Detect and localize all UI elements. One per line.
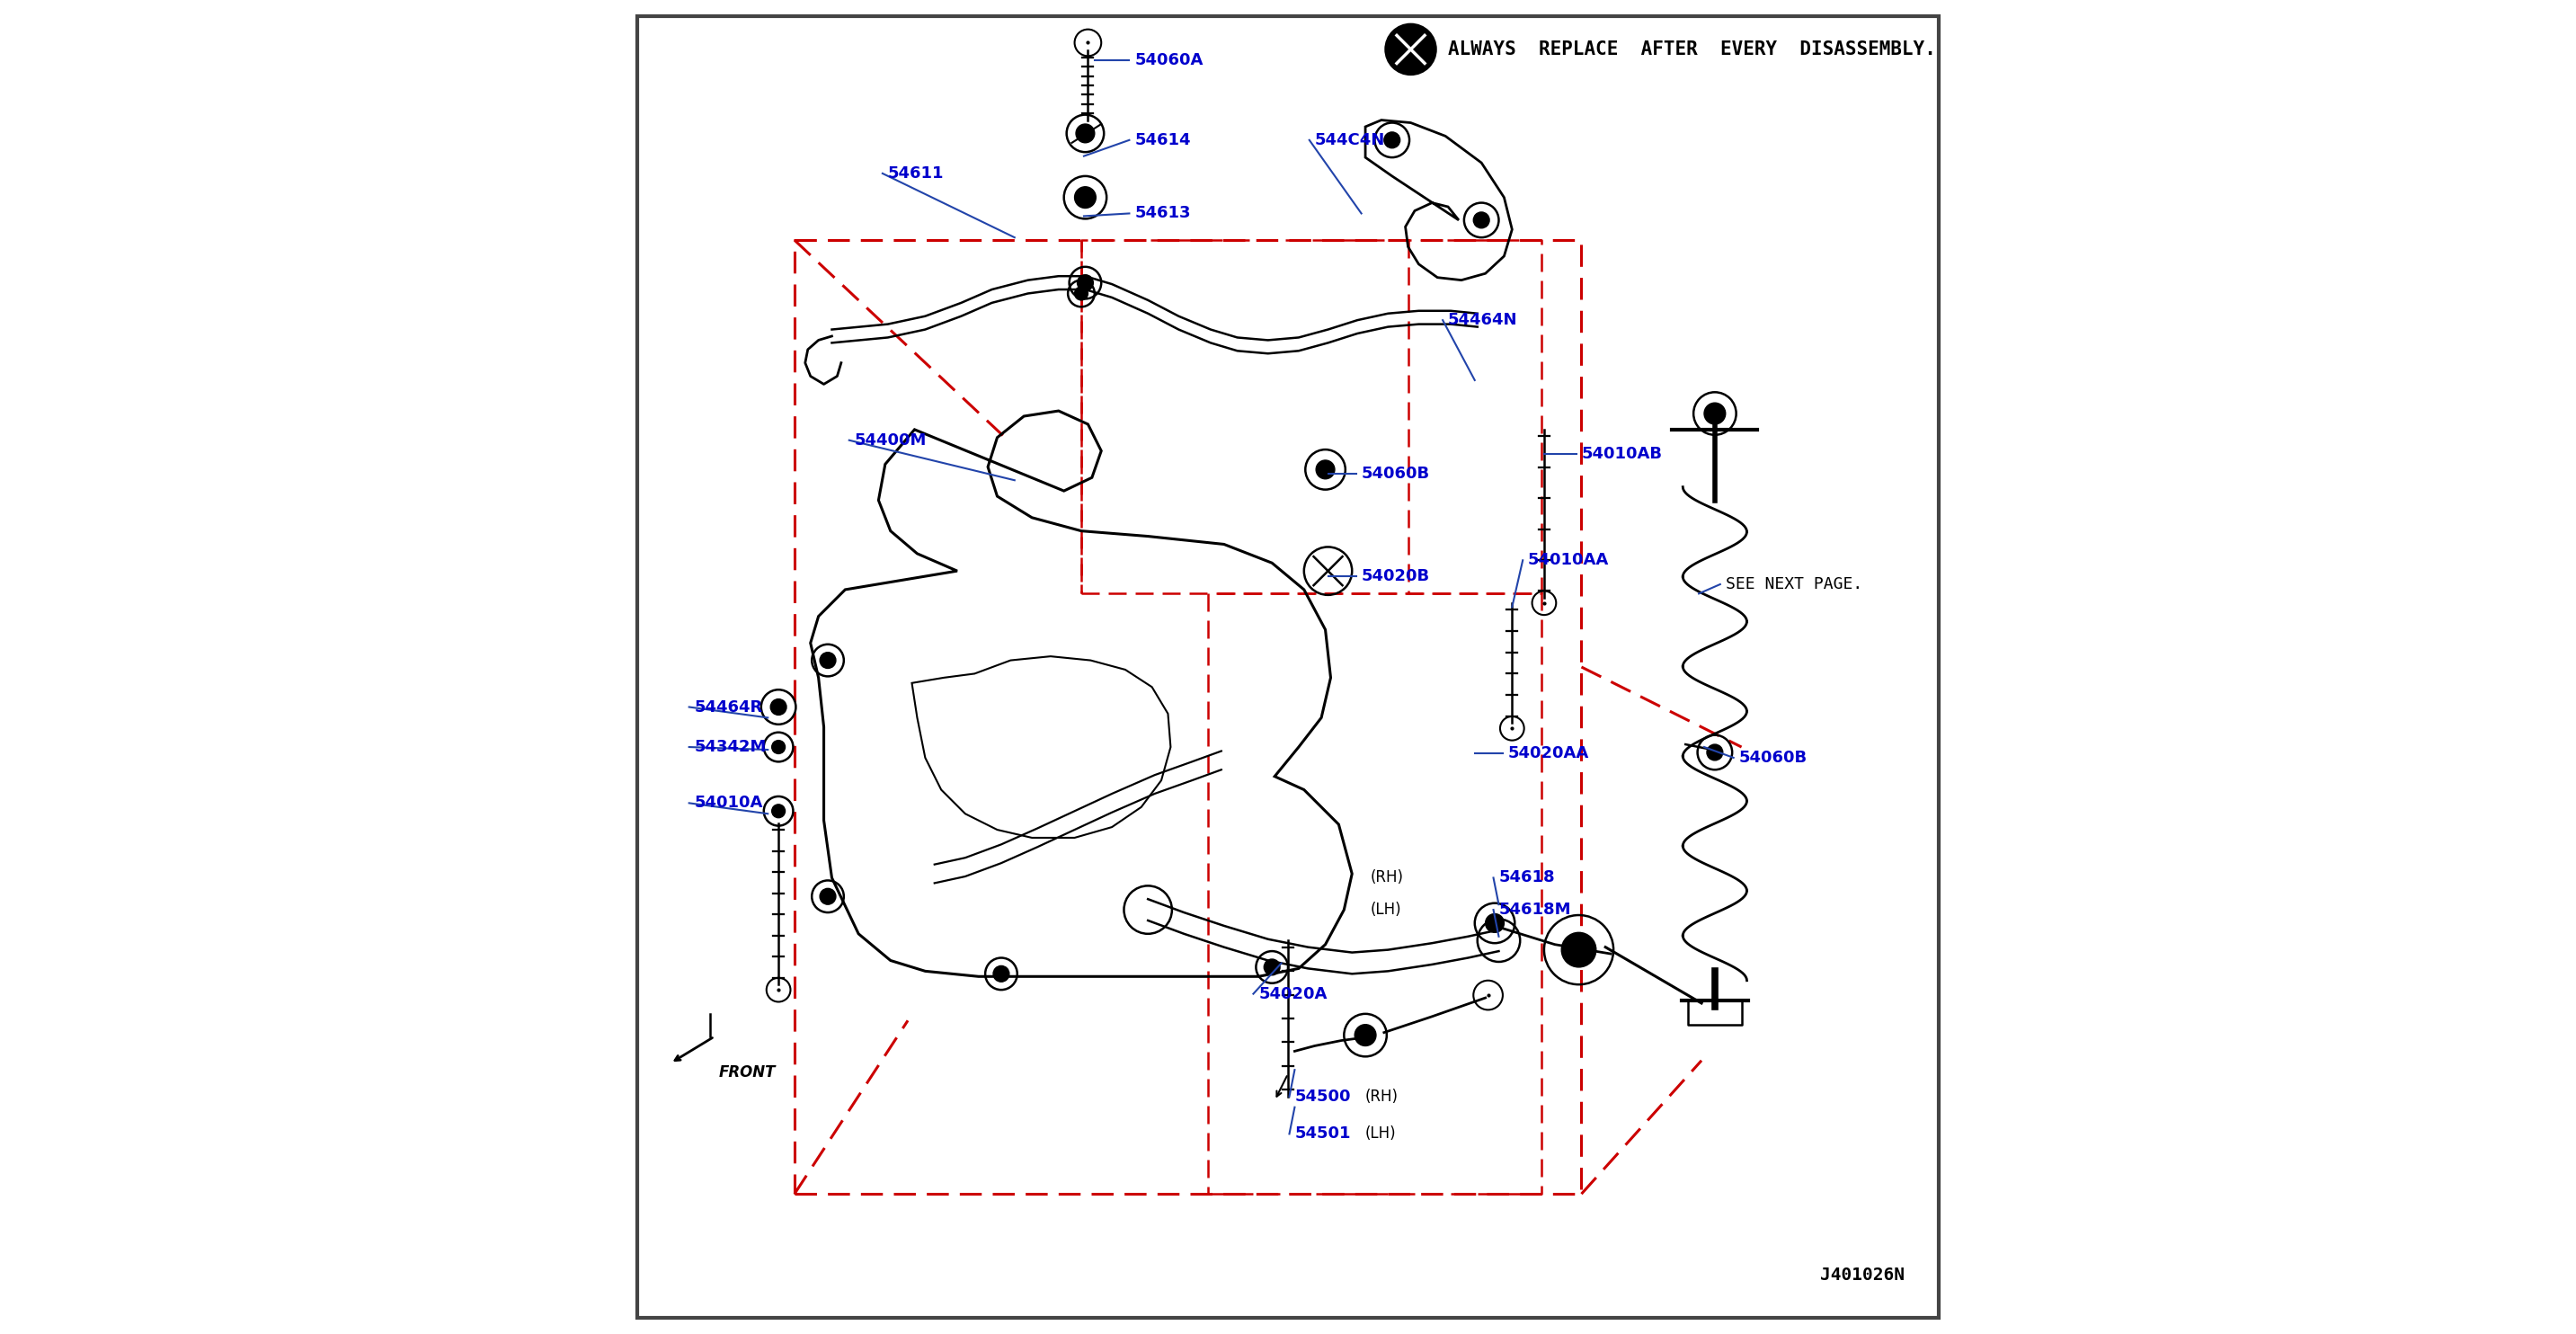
Text: 54020AA: 54020AA xyxy=(1507,746,1589,762)
Text: 54010AB: 54010AB xyxy=(1582,446,1662,462)
Text: 54500: 54500 xyxy=(1296,1089,1350,1105)
Text: 54618M: 54618M xyxy=(1499,902,1571,918)
Text: 54464R: 54464R xyxy=(696,699,762,715)
Text: 54464N: 54464N xyxy=(1448,312,1517,328)
Circle shape xyxy=(1355,1025,1376,1046)
Circle shape xyxy=(1561,932,1597,967)
Text: J401026N: J401026N xyxy=(1819,1266,1904,1283)
Text: 54020B: 54020B xyxy=(1360,568,1430,584)
Text: 54342M: 54342M xyxy=(696,739,768,755)
Text: (LH): (LH) xyxy=(1365,1126,1396,1142)
Circle shape xyxy=(1383,132,1399,148)
Text: 54060B: 54060B xyxy=(1739,750,1808,766)
Text: ALWAYS  REPLACE  AFTER  EVERY  DISASSEMBLY.: ALWAYS REPLACE AFTER EVERY DISASSEMBLY. xyxy=(1448,40,1937,59)
Text: 54613: 54613 xyxy=(1133,205,1190,221)
Text: 54618: 54618 xyxy=(1499,870,1556,886)
Circle shape xyxy=(1074,287,1087,300)
Circle shape xyxy=(1708,744,1723,760)
Circle shape xyxy=(1077,275,1092,291)
Circle shape xyxy=(1077,124,1095,143)
Circle shape xyxy=(773,804,786,818)
Text: (LH): (LH) xyxy=(1370,902,1401,918)
Text: 54020A: 54020A xyxy=(1260,986,1327,1002)
Text: 54010AA: 54010AA xyxy=(1528,552,1610,568)
Text: 54614: 54614 xyxy=(1133,132,1190,148)
Circle shape xyxy=(1486,914,1504,932)
Circle shape xyxy=(1705,403,1726,424)
Text: 544C4N: 544C4N xyxy=(1314,132,1386,148)
Circle shape xyxy=(1473,212,1489,228)
Circle shape xyxy=(1265,959,1280,975)
Circle shape xyxy=(1386,24,1435,75)
Text: 54060B: 54060B xyxy=(1360,466,1430,482)
Text: 54060A: 54060A xyxy=(1133,52,1203,68)
Circle shape xyxy=(819,888,835,904)
Circle shape xyxy=(1074,187,1095,208)
Text: 54010A: 54010A xyxy=(696,795,762,811)
Text: (RH): (RH) xyxy=(1365,1089,1399,1105)
Text: (RH): (RH) xyxy=(1370,870,1404,886)
Circle shape xyxy=(819,652,835,668)
Text: SEE NEXT PAGE.: SEE NEXT PAGE. xyxy=(1726,576,1862,592)
Circle shape xyxy=(1316,460,1334,479)
Text: FRONT: FRONT xyxy=(719,1065,775,1081)
Text: 54400M: 54400M xyxy=(855,432,927,448)
Circle shape xyxy=(773,740,786,754)
Circle shape xyxy=(770,699,786,715)
Text: 54501: 54501 xyxy=(1296,1126,1350,1142)
Text: 54611: 54611 xyxy=(889,165,943,181)
Circle shape xyxy=(994,966,1010,982)
